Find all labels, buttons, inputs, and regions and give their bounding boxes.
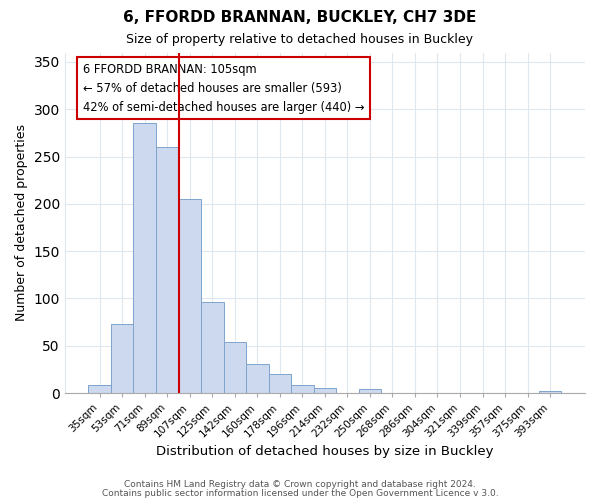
Bar <box>269 374 291 393</box>
Bar <box>359 390 381 393</box>
Text: 6 FFORDD BRANNAN: 105sqm
← 57% of detached houses are smaller (593)
42% of semi-: 6 FFORDD BRANNAN: 105sqm ← 57% of detach… <box>83 62 364 114</box>
Bar <box>156 147 179 393</box>
Text: Contains HM Land Registry data © Crown copyright and database right 2024.: Contains HM Land Registry data © Crown c… <box>124 480 476 489</box>
Bar <box>291 386 314 393</box>
Bar <box>224 342 246 393</box>
X-axis label: Distribution of detached houses by size in Buckley: Distribution of detached houses by size … <box>156 444 494 458</box>
Bar <box>179 199 201 393</box>
Y-axis label: Number of detached properties: Number of detached properties <box>15 124 28 322</box>
Text: Size of property relative to detached houses in Buckley: Size of property relative to detached ho… <box>127 32 473 46</box>
Bar <box>88 384 111 393</box>
Text: Contains public sector information licensed under the Open Government Licence v : Contains public sector information licen… <box>101 489 499 498</box>
Bar <box>111 324 133 393</box>
Bar <box>133 124 156 393</box>
Bar <box>201 302 224 393</box>
Bar <box>246 364 269 393</box>
Bar <box>539 391 562 393</box>
Bar <box>314 388 336 393</box>
Text: 6, FFORDD BRANNAN, BUCKLEY, CH7 3DE: 6, FFORDD BRANNAN, BUCKLEY, CH7 3DE <box>124 10 476 25</box>
